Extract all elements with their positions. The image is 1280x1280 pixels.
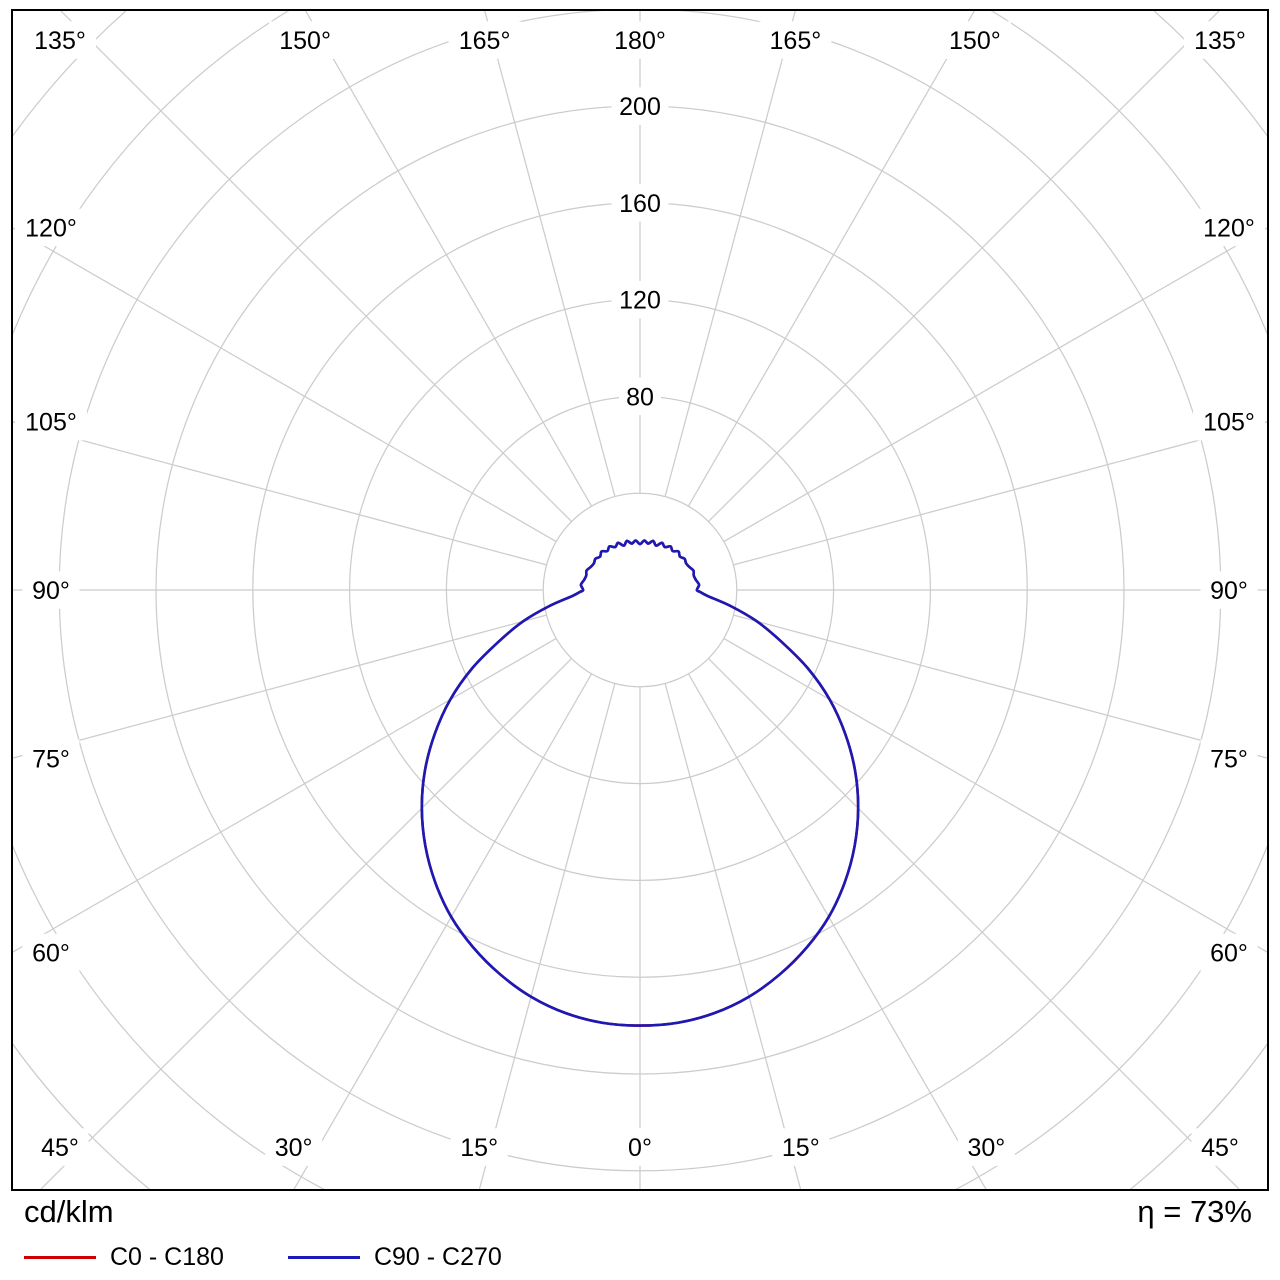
svg-text:150°: 150° — [949, 27, 1001, 55]
svg-text:135°: 135° — [1194, 27, 1246, 55]
svg-text:120: 120 — [619, 287, 661, 315]
svg-text:75°: 75° — [1210, 745, 1248, 773]
legend-line-c90-icon — [287, 1256, 360, 1259]
svg-text:60°: 60° — [32, 940, 70, 968]
legend-label-c0: C0 - C180 — [110, 1243, 224, 1271]
svg-text:120°: 120° — [1203, 214, 1255, 242]
footer-labels: cd/klm η = 73% — [24, 1194, 1252, 1230]
svg-text:30°: 30° — [275, 1134, 313, 1162]
legend-line-c0-icon — [24, 1256, 96, 1259]
svg-text:180°: 180° — [614, 27, 666, 55]
svg-text:200: 200 — [619, 93, 661, 121]
polar-chart: 80 120 160 200 0° 15° 15° 30° 30° 45° 45° 60° 60° 75°… — [11, 9, 1269, 1191]
legend-item-c90-c270: C90 - C270 — [287, 1243, 502, 1272]
svg-text:90°: 90° — [32, 577, 70, 605]
svg-text:75°: 75° — [32, 745, 70, 773]
svg-text:30°: 30° — [967, 1134, 1005, 1162]
svg-text:0°: 0° — [628, 1134, 652, 1162]
svg-text:15°: 15° — [460, 1134, 498, 1162]
footer: cd/klm η = 73% C0 - C180 C90 - C270 — [0, 1192, 1280, 1280]
svg-text:80: 80 — [626, 383, 654, 411]
unit-label: cd/klm — [24, 1194, 114, 1229]
svg-text:45°: 45° — [41, 1134, 79, 1162]
efficiency-label: η = 73% — [1137, 1194, 1252, 1229]
svg-text:105°: 105° — [1203, 409, 1255, 437]
svg-text:45°: 45° — [1201, 1134, 1239, 1162]
svg-text:15°: 15° — [782, 1134, 820, 1162]
svg-text:60°: 60° — [1210, 940, 1248, 968]
svg-text:160: 160 — [619, 190, 661, 218]
svg-text:90°: 90° — [1210, 577, 1248, 605]
svg-text:165°: 165° — [770, 27, 822, 55]
legend: C0 - C180 C90 - C270 — [24, 1243, 1252, 1272]
svg-text:105°: 105° — [25, 409, 77, 437]
svg-text:120°: 120° — [25, 214, 77, 242]
svg-text:150°: 150° — [279, 27, 331, 55]
svg-text:135°: 135° — [34, 27, 86, 55]
legend-label-c90: C90 - C270 — [373, 1243, 502, 1271]
legend-item-c0-c180: C0 - C180 — [24, 1243, 224, 1272]
svg-text:165°: 165° — [459, 27, 511, 55]
